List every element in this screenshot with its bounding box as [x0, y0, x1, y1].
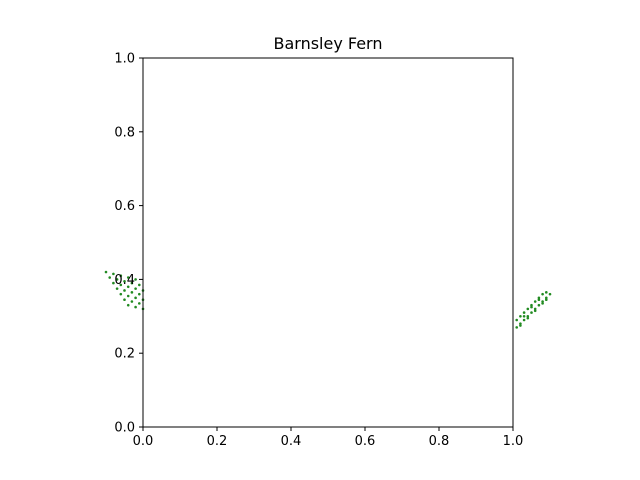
y-tick-label: 0.2 — [114, 347, 135, 362]
right-frond-point — [526, 307, 530, 311]
right-frond-point — [541, 302, 544, 305]
right-frond-point — [537, 303, 541, 307]
left-frond-point — [138, 283, 141, 287]
left-frond-point — [130, 281, 134, 285]
right-frond-point — [530, 303, 533, 307]
right-frond-point — [545, 298, 548, 301]
left-frond-point — [123, 289, 126, 292]
right-frond-point — [537, 296, 541, 300]
right-frond-point — [515, 318, 518, 322]
right-frond-point — [519, 324, 522, 327]
ticks-layer: 0.0 0.2 0.4 0.6 0.8 1.0 0.0 0.2 0.4 0.6 0.8 1.0 — [114, 52, 523, 450]
right-frond-point — [537, 298, 541, 301]
left-frond-point — [126, 285, 130, 289]
right-frond-point — [545, 296, 548, 300]
right-frond-point — [522, 311, 526, 314]
y-tick-label: 0.4 — [114, 273, 135, 288]
left-frond-point — [134, 287, 137, 290]
right-frond-point — [533, 300, 537, 303]
y-tick-label: 1.0 — [114, 52, 135, 67]
left-frond-point — [112, 281, 115, 285]
axes-frame — [142, 57, 514, 428]
right-frond-point — [541, 300, 544, 303]
right-frond-point — [545, 291, 548, 294]
left-frond-point — [130, 291, 134, 294]
y-tick-label: 0.0 — [114, 421, 135, 436]
left-frond-point — [119, 283, 123, 287]
right-frond-point — [519, 322, 522, 325]
left-frond-point — [130, 300, 134, 303]
right-frond-point — [533, 307, 537, 311]
right-frond-point — [526, 315, 530, 318]
left-frond-point — [119, 274, 123, 278]
right-frond-point — [515, 326, 518, 329]
x-tick-label: 0.6 — [355, 434, 376, 449]
right-frond-point — [519, 315, 522, 318]
left-frond-point — [134, 305, 137, 309]
y-tick-label: 0.6 — [114, 199, 135, 214]
left-frond-point — [123, 298, 126, 301]
y-tick-label: 0.8 — [114, 125, 135, 140]
left-frond-point — [123, 279, 126, 283]
x-tick-label: 1.0 — [503, 434, 524, 449]
right-frond-point — [526, 316, 530, 320]
left-frond-point — [126, 294, 130, 298]
right-frond-point — [530, 311, 533, 314]
left-frond-point — [138, 302, 141, 305]
x-tick-label: 0.4 — [281, 434, 302, 449]
chart-title: Barnsley Fern — [273, 34, 382, 53]
right-frond-point — [530, 305, 533, 309]
right-frond-point — [522, 315, 526, 318]
left-frond-point — [104, 270, 108, 274]
right-frond-point — [522, 318, 526, 322]
right-frond-point — [533, 309, 537, 313]
left-frond-point — [134, 296, 137, 300]
left-frond-point — [134, 278, 137, 281]
left-frond-point — [115, 287, 119, 290]
x-tick-label: 0.2 — [207, 434, 228, 449]
left-frond-point — [115, 278, 119, 281]
left-frond-point — [119, 292, 123, 296]
right-frond-point — [548, 292, 552, 296]
left-frond-point — [126, 276, 130, 279]
left-frond-point — [108, 276, 111, 279]
left-frond-point — [126, 303, 130, 307]
points-layer — [104, 270, 552, 329]
right-frond-point — [541, 292, 544, 296]
x-tick-label: 0.0 — [133, 434, 154, 449]
left-frond-point — [138, 292, 141, 296]
left-frond-point — [112, 272, 115, 276]
x-tick-label: 0.8 — [429, 434, 450, 449]
